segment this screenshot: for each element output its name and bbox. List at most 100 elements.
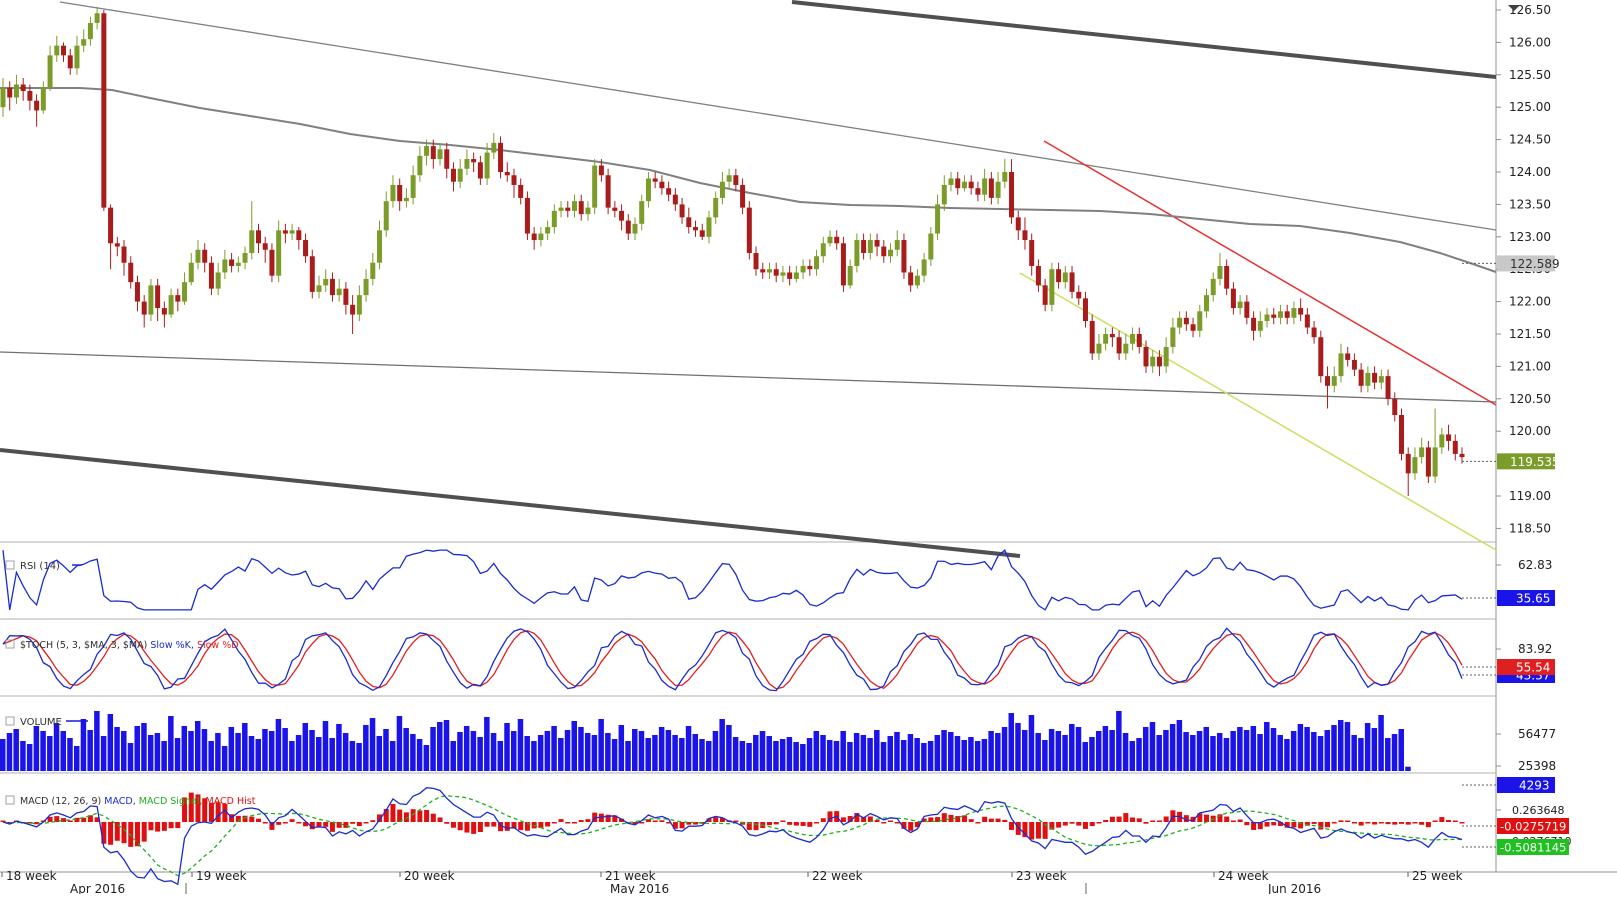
macd-hist-bar bbox=[182, 797, 188, 822]
candle bbox=[1002, 159, 1008, 189]
candle bbox=[766, 262, 772, 279]
macd-hist-bar bbox=[208, 802, 214, 822]
candle bbox=[7, 81, 13, 111]
macd-hist-bar bbox=[645, 819, 651, 822]
candle bbox=[175, 288, 181, 312]
macd-hist-bar bbox=[1197, 813, 1203, 822]
scroll-down-arrow-icon[interactable] bbox=[1508, 5, 1520, 11]
candle bbox=[242, 246, 248, 270]
candle bbox=[639, 194, 645, 231]
volume-axis-label: 25398 bbox=[1518, 759, 1556, 773]
candle bbox=[988, 172, 994, 205]
month-label: Jun 2016 bbox=[1267, 882, 1321, 894]
volume-bar bbox=[981, 739, 988, 771]
macd-hist-bar bbox=[935, 817, 941, 822]
volume-bar bbox=[564, 730, 571, 771]
candle bbox=[719, 172, 725, 205]
candle bbox=[861, 233, 867, 260]
candle bbox=[20, 78, 26, 101]
volume-bar bbox=[1358, 738, 1364, 771]
candle bbox=[908, 265, 914, 292]
candle bbox=[464, 149, 470, 176]
candle bbox=[471, 152, 477, 172]
volume-bar bbox=[1062, 735, 1068, 771]
macd-hist-bar bbox=[1398, 822, 1404, 824]
candle bbox=[921, 253, 927, 283]
macd-hist-bar bbox=[753, 822, 759, 831]
macd-hist-bar bbox=[175, 822, 181, 829]
volume-bar bbox=[1163, 730, 1169, 771]
price-tick: 124.50 bbox=[1496, 133, 1551, 147]
volume-bar bbox=[349, 741, 356, 771]
candle bbox=[1412, 447, 1418, 480]
volume-bar bbox=[437, 722, 443, 771]
candle bbox=[87, 16, 93, 46]
candle bbox=[1049, 262, 1055, 312]
macd-hist-bar bbox=[605, 814, 611, 822]
candle bbox=[1351, 353, 1357, 377]
volume-bar bbox=[396, 716, 403, 771]
month-label: Apr 2016 bbox=[70, 882, 125, 894]
current-price-badge: 119.535 bbox=[1497, 453, 1560, 470]
macd-hist-label: MACD Hist bbox=[206, 796, 256, 807]
volume-bar bbox=[1371, 728, 1378, 771]
candle bbox=[1345, 346, 1351, 367]
macd-hist-bar bbox=[323, 822, 329, 827]
volume-bar bbox=[295, 735, 302, 771]
volume-bar bbox=[934, 735, 941, 771]
svg-text:124.00: 124.00 bbox=[1509, 165, 1551, 179]
volume-bar bbox=[262, 729, 268, 771]
macd-hist-bar bbox=[1183, 815, 1189, 822]
candle bbox=[726, 168, 732, 189]
candle bbox=[1177, 311, 1183, 334]
volume-bar bbox=[1069, 724, 1075, 771]
macd-hist-bar bbox=[276, 822, 282, 825]
macd-hist-bar bbox=[995, 818, 1001, 822]
candle bbox=[827, 230, 833, 247]
macd-hist-bar bbox=[672, 822, 678, 829]
macd-hist-bar bbox=[914, 822, 920, 828]
candle bbox=[1304, 308, 1310, 334]
volume-bar bbox=[33, 726, 40, 771]
volume-axis-label: 56477 bbox=[1518, 727, 1556, 741]
candle bbox=[81, 29, 87, 53]
candle bbox=[840, 236, 846, 292]
candle bbox=[141, 295, 147, 328]
volume-bar bbox=[403, 728, 409, 771]
candle bbox=[1277, 304, 1283, 325]
volume-bar bbox=[806, 738, 813, 771]
volume-bar bbox=[67, 738, 73, 771]
candle bbox=[168, 288, 174, 318]
macd-hist-bar bbox=[1385, 822, 1391, 825]
candle bbox=[1204, 288, 1210, 318]
volume-bar bbox=[584, 733, 591, 771]
candle bbox=[161, 301, 167, 328]
candle bbox=[545, 220, 551, 241]
macd-hist-bar bbox=[450, 822, 456, 828]
volume-bar bbox=[484, 717, 490, 771]
candle bbox=[565, 201, 571, 218]
price-tick: 121.00 bbox=[1496, 359, 1551, 373]
price-tick: 126.00 bbox=[1496, 35, 1551, 49]
macd-hist-bar bbox=[94, 817, 100, 822]
candle bbox=[1452, 434, 1458, 461]
volume-bar bbox=[712, 731, 719, 771]
volume-bar bbox=[100, 736, 107, 771]
macd-hist-bar bbox=[511, 822, 517, 829]
macd-hist-bar bbox=[1244, 822, 1250, 826]
macd-hist-bar bbox=[928, 817, 934, 822]
svg-text:4293: 4293 bbox=[1519, 779, 1550, 793]
candle bbox=[1143, 340, 1149, 373]
candle bbox=[733, 168, 739, 192]
macd-hist-bar bbox=[377, 814, 383, 822]
volume-bar bbox=[974, 741, 981, 771]
week-label: 21 week bbox=[605, 869, 656, 883]
candle bbox=[1372, 366, 1378, 390]
candle bbox=[208, 256, 214, 296]
macd-signal-value-badge: -0.5081145 bbox=[1497, 839, 1569, 855]
candle bbox=[914, 269, 920, 289]
candle bbox=[1271, 308, 1277, 325]
